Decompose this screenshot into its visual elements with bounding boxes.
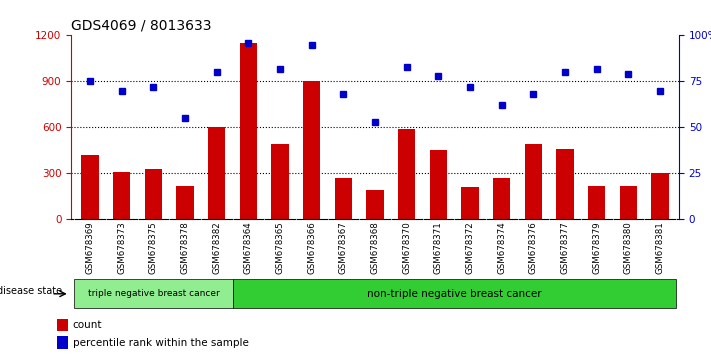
Bar — [429, 150, 447, 219]
Text: GSM678376: GSM678376 — [529, 221, 538, 274]
Text: GSM678365: GSM678365 — [276, 221, 284, 274]
Text: GSM678378: GSM678378 — [181, 221, 190, 274]
Bar — [461, 187, 479, 219]
Bar — [651, 173, 669, 219]
Text: GSM678382: GSM678382 — [213, 221, 221, 274]
Text: disease state: disease state — [0, 286, 63, 296]
Bar — [525, 144, 542, 219]
Bar — [145, 169, 162, 219]
Bar — [81, 155, 99, 219]
Text: GSM678381: GSM678381 — [656, 221, 665, 274]
Bar — [113, 172, 130, 219]
Bar — [57, 336, 68, 349]
Bar — [57, 319, 68, 331]
Text: GSM678372: GSM678372 — [466, 221, 474, 274]
Text: GSM678370: GSM678370 — [402, 221, 411, 274]
Bar — [232, 280, 676, 308]
Bar — [176, 187, 194, 219]
Bar — [208, 127, 225, 219]
Text: GSM678379: GSM678379 — [592, 221, 602, 274]
Bar — [335, 178, 352, 219]
Bar — [74, 280, 232, 308]
Text: GSM678375: GSM678375 — [149, 221, 158, 274]
Text: GSM678366: GSM678366 — [307, 221, 316, 274]
Bar — [366, 190, 384, 219]
Bar — [556, 149, 574, 219]
Text: count: count — [73, 320, 102, 330]
Bar — [303, 81, 321, 219]
Text: GSM678364: GSM678364 — [244, 221, 253, 274]
Text: GSM678374: GSM678374 — [497, 221, 506, 274]
Text: triple negative breast cancer: triple negative breast cancer — [87, 289, 219, 298]
Bar — [620, 187, 637, 219]
Text: GSM678369: GSM678369 — [85, 221, 95, 274]
Bar — [240, 43, 257, 219]
Text: non-triple negative breast cancer: non-triple negative breast cancer — [367, 289, 542, 299]
Bar — [588, 187, 605, 219]
Text: GSM678367: GSM678367 — [339, 221, 348, 274]
Text: GSM678380: GSM678380 — [624, 221, 633, 274]
Text: GSM678373: GSM678373 — [117, 221, 127, 274]
Text: GSM678368: GSM678368 — [370, 221, 380, 274]
Bar — [493, 178, 510, 219]
Text: GSM678377: GSM678377 — [560, 221, 570, 274]
Bar — [272, 144, 289, 219]
Bar — [398, 129, 415, 219]
Text: GDS4069 / 8013633: GDS4069 / 8013633 — [71, 19, 212, 33]
Text: GSM678371: GSM678371 — [434, 221, 443, 274]
Text: percentile rank within the sample: percentile rank within the sample — [73, 338, 248, 348]
